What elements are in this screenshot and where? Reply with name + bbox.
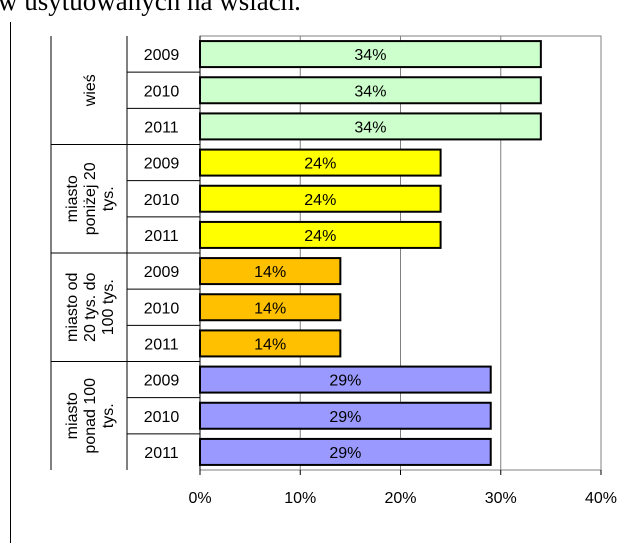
bar xyxy=(199,220,442,249)
group-label-line: poniżej 20 xyxy=(82,162,99,235)
x-tick-label: 10% xyxy=(284,490,316,507)
group-label-line: 20 tys. do xyxy=(82,272,99,341)
group-label-line: tys. xyxy=(100,403,117,428)
data-label: 29% xyxy=(329,409,361,426)
bar xyxy=(199,148,442,177)
bar xyxy=(199,365,492,394)
group-label: miasto od20 tys. do100 tys. xyxy=(64,272,117,341)
group-label-line: miasto od xyxy=(64,273,81,342)
bar xyxy=(199,40,542,69)
bar xyxy=(199,112,542,141)
x-tick-label: 20% xyxy=(384,490,416,507)
bar xyxy=(199,184,442,213)
year-label: 2009 xyxy=(144,264,180,281)
year-label: 2010 xyxy=(144,409,180,426)
x-tick-label: 40% xyxy=(585,490,617,507)
margin-line xyxy=(10,22,11,543)
group-label-line: tys. xyxy=(100,186,117,211)
group-label: wieś xyxy=(82,74,99,107)
data-label: 34% xyxy=(354,47,386,64)
group-label-line: 100 tys. xyxy=(100,279,117,335)
group-label-line: miasto xyxy=(64,175,81,222)
data-label: 29% xyxy=(329,373,361,390)
year-label: 2011 xyxy=(144,336,179,353)
data-label: 14% xyxy=(254,300,286,317)
year-label: 2009 xyxy=(144,156,180,173)
year-label: 2011 xyxy=(144,228,179,245)
group-label-line: ponad 100 xyxy=(82,378,99,454)
page-header-text: w usytuowanych na wsiach. xyxy=(0,0,301,16)
year-label: 2010 xyxy=(144,300,180,317)
year-label: 2011 xyxy=(144,445,179,462)
group-label-line: wieś xyxy=(82,74,99,107)
bar xyxy=(199,329,342,358)
x-tick-label: 0% xyxy=(188,490,211,507)
bar xyxy=(199,293,342,322)
year-label: 2011 xyxy=(144,119,179,136)
year-label: 2010 xyxy=(144,83,180,100)
x-tick-label: 30% xyxy=(485,490,517,507)
data-label: 34% xyxy=(354,119,386,136)
group-label: miastoponad 100tys. xyxy=(64,378,117,454)
data-label: 14% xyxy=(254,264,286,281)
data-label: 14% xyxy=(254,336,286,353)
group-label: miastoponiżej 20tys. xyxy=(64,162,117,235)
year-label: 2010 xyxy=(144,192,180,209)
group-label-line: miasto xyxy=(64,392,81,439)
data-label: 24% xyxy=(304,192,336,209)
data-label: 24% xyxy=(304,156,336,173)
data-label: 34% xyxy=(354,83,386,100)
data-label: 24% xyxy=(304,228,336,245)
bar xyxy=(199,437,492,466)
bar xyxy=(199,401,492,430)
bar xyxy=(199,257,342,286)
bar xyxy=(199,76,542,105)
year-label: 2009 xyxy=(144,47,180,64)
data-label: 29% xyxy=(329,445,361,462)
year-label: 2009 xyxy=(144,373,180,390)
